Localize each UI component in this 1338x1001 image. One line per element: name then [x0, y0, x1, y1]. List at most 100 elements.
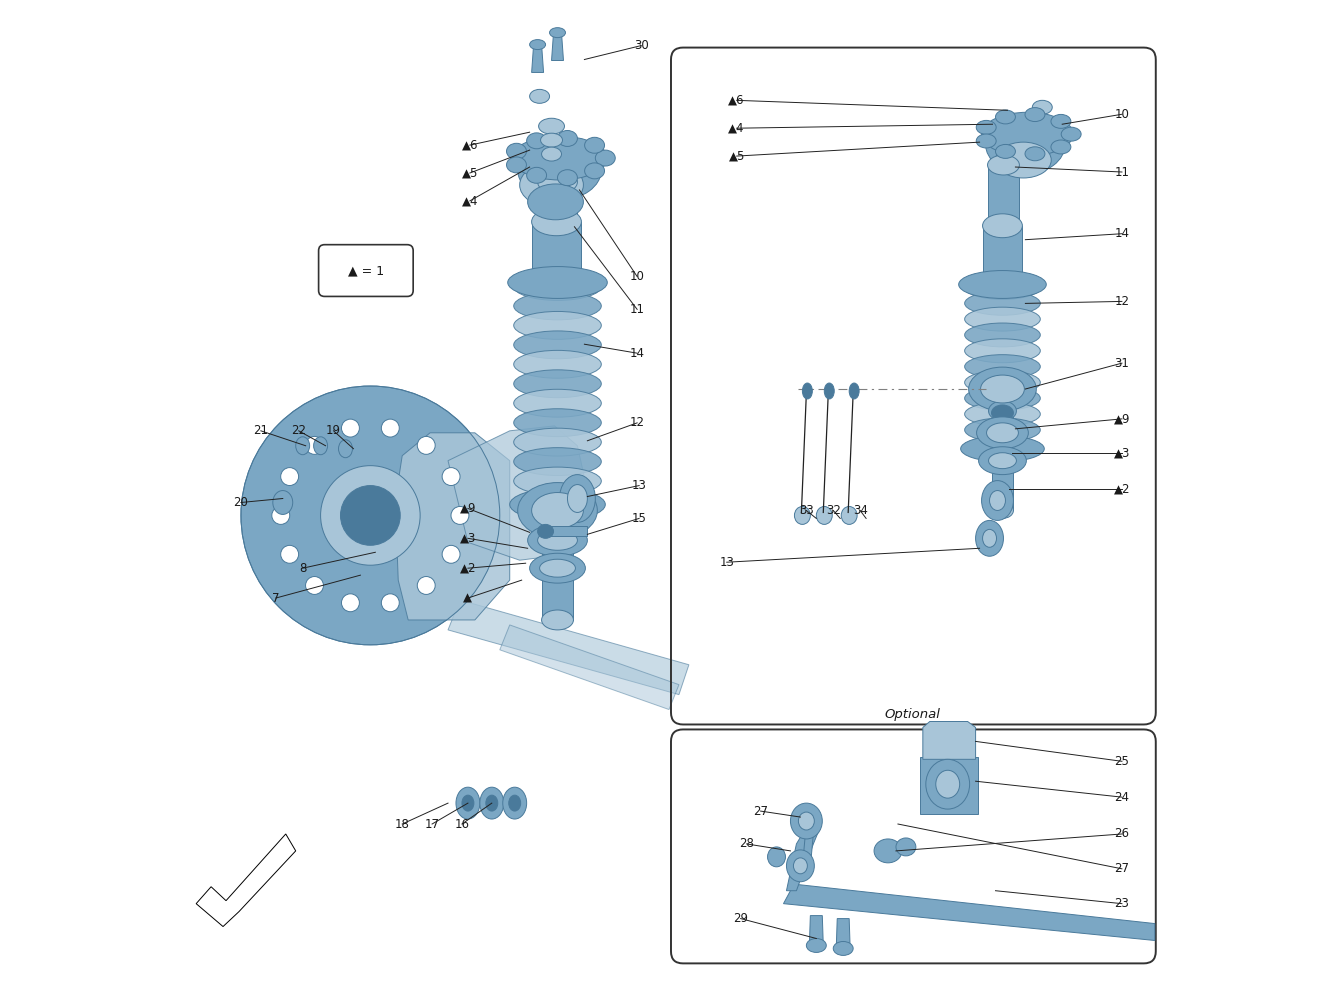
Ellipse shape [982, 271, 1022, 295]
Ellipse shape [989, 452, 1017, 468]
Polygon shape [448, 600, 689, 695]
Ellipse shape [538, 525, 554, 539]
Ellipse shape [874, 839, 902, 863]
Ellipse shape [935, 770, 959, 798]
Ellipse shape [462, 795, 474, 811]
Ellipse shape [842, 507, 858, 525]
Ellipse shape [1025, 147, 1045, 161]
Ellipse shape [514, 292, 601, 320]
Ellipse shape [508, 795, 520, 811]
Text: ▲6: ▲6 [462, 138, 478, 151]
Ellipse shape [768, 847, 785, 867]
Ellipse shape [990, 490, 1005, 511]
Bar [546, 527, 587, 537]
Ellipse shape [807, 939, 827, 952]
Text: 32: 32 [826, 504, 840, 517]
Text: ▲: ▲ [463, 592, 472, 605]
Ellipse shape [558, 170, 578, 185]
Ellipse shape [281, 546, 298, 564]
Ellipse shape [978, 446, 1026, 474]
Text: Optional: Optional [884, 709, 941, 722]
Bar [991, 412, 1013, 511]
Text: 27: 27 [753, 805, 768, 818]
Ellipse shape [417, 577, 435, 595]
Ellipse shape [514, 428, 601, 456]
Bar [538, 182, 578, 222]
Ellipse shape [519, 163, 583, 207]
Text: ▲4: ▲4 [462, 194, 478, 207]
Ellipse shape [313, 436, 328, 454]
Text: ▲9: ▲9 [460, 502, 476, 515]
Ellipse shape [982, 112, 1073, 156]
Text: 7: 7 [272, 592, 280, 605]
Ellipse shape [965, 307, 1041, 331]
Ellipse shape [1050, 114, 1070, 128]
Polygon shape [500, 625, 678, 710]
Circle shape [321, 465, 420, 566]
Ellipse shape [341, 419, 360, 437]
Ellipse shape [982, 214, 1022, 237]
Ellipse shape [965, 418, 1041, 441]
Ellipse shape [518, 140, 601, 200]
Ellipse shape [965, 402, 1041, 426]
Bar [531, 222, 582, 281]
Ellipse shape [965, 339, 1041, 362]
Ellipse shape [530, 554, 586, 584]
Text: ▲6: ▲6 [728, 94, 745, 107]
Ellipse shape [1033, 100, 1052, 114]
Ellipse shape [799, 812, 815, 830]
Polygon shape [531, 45, 543, 72]
Ellipse shape [1025, 107, 1045, 121]
Ellipse shape [527, 184, 583, 220]
Ellipse shape [531, 208, 582, 235]
Text: 34: 34 [852, 504, 867, 517]
Text: ▲4: ▲4 [728, 122, 745, 135]
Text: ▲2: ▲2 [1113, 482, 1131, 495]
Ellipse shape [977, 134, 997, 148]
Text: 23: 23 [1115, 897, 1129, 910]
Text: 26: 26 [1115, 828, 1129, 841]
Text: 24: 24 [1115, 791, 1129, 804]
Ellipse shape [514, 350, 601, 378]
Ellipse shape [834, 942, 854, 955]
Ellipse shape [991, 405, 1013, 420]
Text: ▲ = 1: ▲ = 1 [348, 264, 384, 277]
Text: 13: 13 [632, 479, 646, 492]
Text: 25: 25 [1115, 755, 1129, 768]
Ellipse shape [965, 370, 1041, 394]
Text: 22: 22 [292, 424, 306, 437]
Ellipse shape [986, 114, 1065, 174]
Ellipse shape [381, 594, 399, 612]
Ellipse shape [958, 270, 1046, 298]
Ellipse shape [1061, 127, 1081, 141]
Ellipse shape [896, 838, 917, 856]
Ellipse shape [567, 484, 587, 513]
Ellipse shape [539, 118, 565, 134]
Polygon shape [923, 722, 975, 760]
Ellipse shape [977, 416, 1029, 448]
Ellipse shape [451, 507, 468, 525]
Text: 8: 8 [298, 562, 306, 575]
Ellipse shape [518, 482, 597, 539]
Text: 31: 31 [1115, 356, 1129, 369]
Ellipse shape [442, 546, 460, 564]
Ellipse shape [982, 530, 997, 548]
Ellipse shape [531, 267, 582, 295]
Text: ▲5: ▲5 [462, 166, 478, 179]
Ellipse shape [1025, 113, 1045, 127]
Ellipse shape [793, 858, 807, 874]
Ellipse shape [995, 144, 1016, 158]
Text: 15: 15 [632, 512, 646, 525]
Text: ▲9: ▲9 [1113, 412, 1131, 425]
Ellipse shape [595, 150, 615, 166]
Polygon shape [803, 823, 815, 867]
Text: 11: 11 [1115, 165, 1129, 178]
Ellipse shape [541, 133, 562, 147]
Ellipse shape [965, 386, 1041, 410]
Polygon shape [395, 432, 510, 620]
Ellipse shape [539, 560, 575, 578]
Ellipse shape [514, 447, 601, 475]
Ellipse shape [987, 217, 1020, 236]
Text: 20: 20 [234, 495, 249, 509]
Text: ▲3: ▲3 [1113, 446, 1131, 459]
